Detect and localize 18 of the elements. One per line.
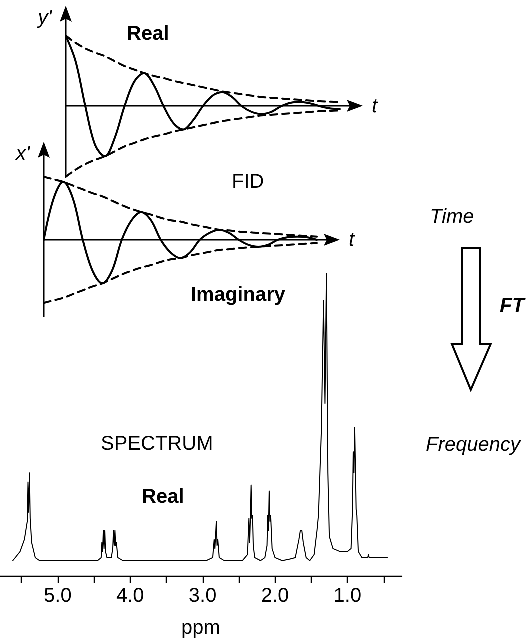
x-axis-title: ppm (182, 617, 220, 639)
y-axis-title: x' (15, 143, 32, 165)
text: FT (500, 295, 524, 317)
text: SPECTRUM (101, 433, 214, 455)
x-axis-title: t (372, 95, 379, 118)
annotation: FID (232, 171, 264, 193)
x-tick-label: 3.0 (188, 585, 217, 607)
x-axis-title: t (349, 229, 356, 252)
x-tick-label: 1.0 (334, 585, 362, 607)
text: Imaginary (191, 284, 286, 306)
x-tick-label: 4.0 (116, 585, 144, 607)
annotation: Real (142, 486, 184, 508)
text: Frequency (426, 434, 520, 456)
x-tick-label: 2.0 (261, 585, 290, 607)
chart-title: Real (127, 23, 170, 45)
y-axis-title: y' (36, 7, 54, 29)
x-tick-label: 5.0 (44, 585, 72, 607)
text: Time (430, 206, 474, 228)
